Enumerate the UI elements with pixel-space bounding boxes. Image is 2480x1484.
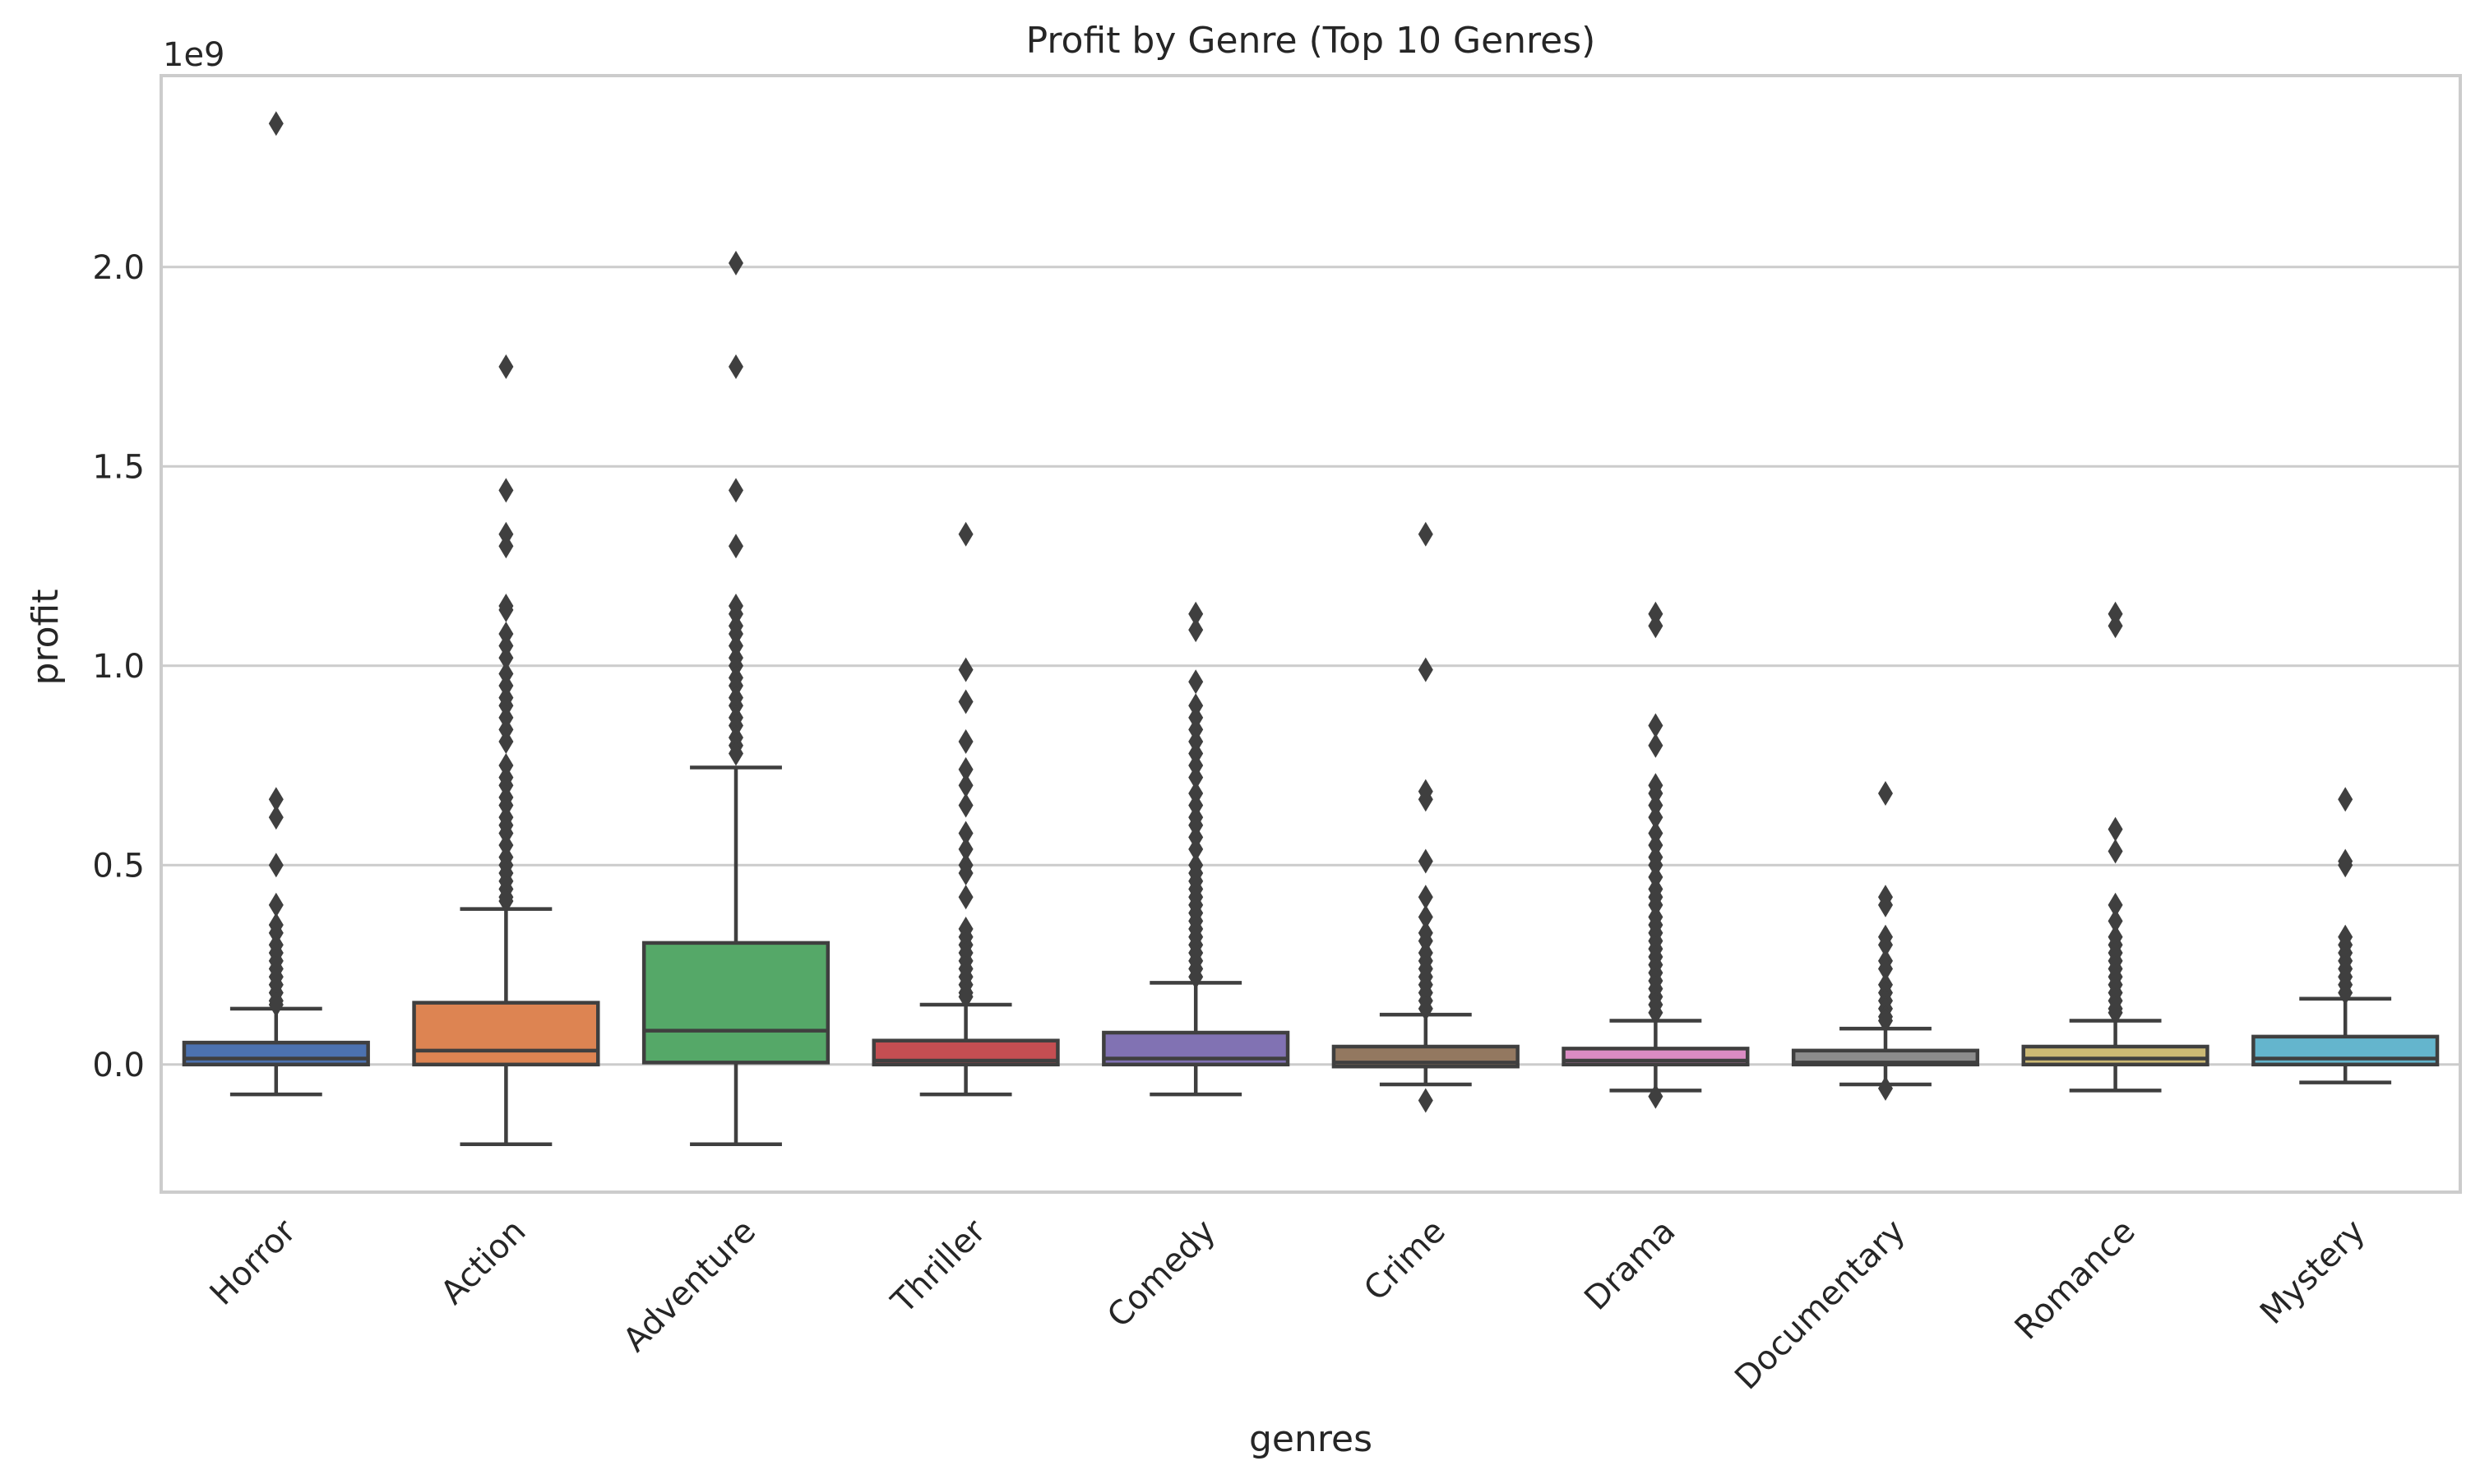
box-thriller	[872, 521, 1060, 1097]
outlier-point	[958, 756, 974, 782]
outlier-point	[958, 836, 974, 862]
box-adventure	[641, 250, 831, 1147]
outlier-point	[1648, 1084, 1663, 1109]
outlier-point	[1878, 781, 1893, 806]
box-drama	[1562, 601, 1750, 1109]
outlier-point	[1188, 765, 1204, 790]
outlier-point	[2108, 892, 2123, 918]
outlier-point	[268, 787, 284, 812]
box-horror	[182, 111, 370, 1097]
outlier-point	[1878, 932, 1893, 958]
outlier-point	[1418, 657, 1433, 682]
outlier-point	[498, 534, 514, 559]
outlier-point	[2108, 908, 2123, 934]
outlier-point	[729, 250, 743, 275]
box-crime	[1331, 521, 1520, 1113]
outlier-point	[1648, 1000, 1663, 1025]
outlier-point	[268, 111, 284, 136]
box-comedy	[1102, 601, 1290, 1097]
outlier-point	[498, 645, 514, 671]
outlier-point	[1418, 787, 1433, 812]
outlier-point	[1418, 521, 1433, 547]
outlier-point	[498, 354, 514, 380]
outlier-point	[2338, 853, 2353, 878]
outlier-point	[958, 728, 974, 754]
outlier-point	[1418, 848, 1433, 874]
outlier-point	[958, 861, 974, 885]
outlier-point	[1648, 713, 1663, 738]
x-axis-label: genres	[1249, 1418, 1372, 1460]
y-tick-label: 0.0	[92, 1047, 145, 1084]
outlier-point	[1418, 904, 1433, 930]
outlier-point	[958, 521, 974, 547]
box-romance	[2021, 601, 2209, 1093]
outlier-point	[1878, 1008, 1893, 1033]
outlier-point	[1188, 836, 1204, 862]
outlier-point	[1418, 1088, 1433, 1113]
outlier-point	[1188, 617, 1204, 643]
outlier-point	[2108, 816, 2123, 842]
plot-frame	[160, 74, 2462, 1194]
outlier-point	[729, 534, 743, 559]
outlier-point	[498, 888, 514, 913]
outlier-point	[958, 885, 974, 910]
outlier-point	[2338, 980, 2353, 1006]
outlier-point	[2108, 1000, 2123, 1025]
outlier-point	[1418, 996, 1433, 1021]
outlier-point	[268, 992, 284, 1018]
outlier-point	[2338, 787, 2353, 812]
outlier-point	[958, 657, 974, 682]
outlier-point	[1188, 669, 1204, 695]
box-action	[412, 354, 600, 1147]
outlier-point	[498, 478, 514, 503]
outlier-point	[268, 892, 284, 918]
box-mystery	[2251, 787, 2440, 1084]
outlier-point	[958, 689, 974, 714]
box-layer	[182, 111, 2440, 1147]
outlier-point	[729, 478, 743, 503]
y-axis-offset-label: 1e9	[163, 36, 225, 74]
chart-title: Profit by Genre (Top 10 Genres)	[1026, 20, 1596, 62]
box-iqr	[2021, 1044, 2209, 1067]
outlier-point	[1188, 601, 1204, 626]
outlier-point	[268, 805, 284, 830]
box-iqr	[412, 1001, 600, 1067]
outlier-point	[958, 821, 974, 846]
outlier-point	[2108, 613, 2123, 639]
y-tick-label: 1.0	[92, 648, 145, 686]
outlier-point	[1878, 1075, 1893, 1101]
y-axis-label: profit	[25, 589, 67, 686]
y-tick-label: 2.0	[92, 249, 145, 287]
y-tick-labels: 0.0 0.5 1.0 1.5 2.0	[92, 249, 145, 1084]
y-tick-label: 0.5	[92, 847, 145, 885]
box-documentary	[1791, 781, 1980, 1101]
outlier-point	[1648, 805, 1663, 830]
outlier-point	[2108, 839, 2123, 864]
outlier-point	[1648, 733, 1663, 758]
outlier-point	[1188, 964, 1204, 990]
outlier-point	[268, 853, 284, 878]
outlier-point	[729, 354, 743, 380]
outlier-point	[958, 773, 974, 798]
outlier-point	[958, 984, 974, 1010]
outlier-point	[1418, 885, 1433, 910]
y-tick-label: 1.5	[92, 448, 145, 486]
outlier-point	[498, 597, 514, 622]
outlier-point	[1878, 956, 1893, 982]
outlier-point	[498, 728, 514, 754]
outlier-point	[1878, 892, 1893, 918]
outlier-point	[729, 741, 743, 766]
outlier-point	[1648, 613, 1663, 639]
box-iqr	[182, 1040, 370, 1067]
box-iqr	[641, 941, 831, 1065]
outlier-point	[958, 793, 974, 818]
